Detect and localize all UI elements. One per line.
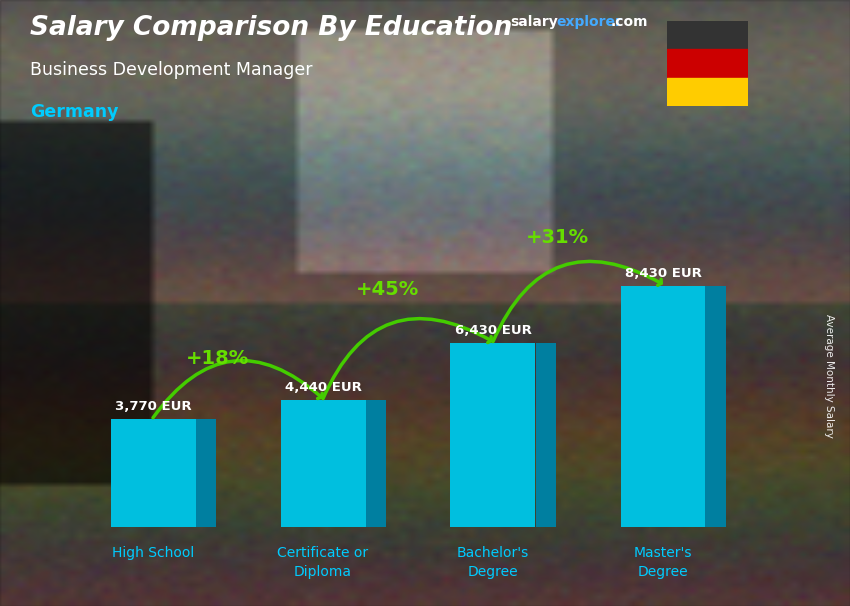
Bar — [667, 50, 748, 78]
Polygon shape — [706, 285, 726, 527]
Text: 8,430 EUR: 8,430 EUR — [625, 267, 701, 280]
Bar — [620, 285, 706, 527]
Text: Average Monthly Salary: Average Monthly Salary — [824, 314, 834, 438]
Text: +45%: +45% — [356, 280, 419, 299]
Text: 6,430 EUR: 6,430 EUR — [455, 324, 531, 338]
Text: Business Development Manager: Business Development Manager — [30, 61, 312, 79]
Polygon shape — [366, 400, 386, 527]
Text: explorer: explorer — [557, 15, 622, 29]
Polygon shape — [196, 419, 216, 527]
Text: Germany: Germany — [30, 103, 118, 121]
Text: 3,770 EUR: 3,770 EUR — [115, 401, 191, 413]
Text: 4,440 EUR: 4,440 EUR — [285, 381, 361, 395]
Bar — [280, 400, 366, 527]
Bar — [667, 78, 748, 106]
Text: +18%: +18% — [186, 349, 249, 368]
Text: salary: salary — [510, 15, 558, 29]
Text: .com: .com — [610, 15, 648, 29]
Text: +31%: +31% — [526, 228, 589, 247]
Bar — [110, 419, 196, 527]
Bar — [450, 343, 536, 527]
Polygon shape — [536, 343, 556, 527]
Text: Salary Comparison By Education: Salary Comparison By Education — [30, 15, 512, 41]
Bar — [667, 21, 748, 50]
